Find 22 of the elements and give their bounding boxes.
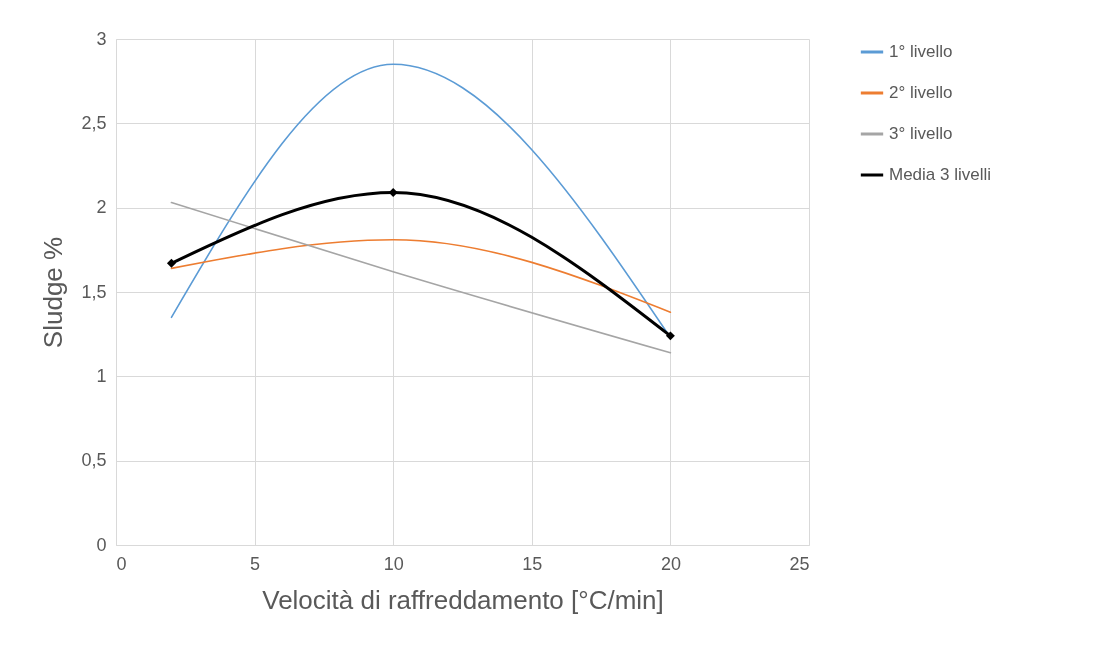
- legend-label: 1° livello: [889, 42, 953, 61]
- y-axis-title: Sludge %: [38, 236, 69, 349]
- legend-label: 3° livello: [889, 124, 953, 143]
- y-tick-label: 0: [96, 534, 107, 555]
- point: [166, 258, 176, 268]
- point: [665, 331, 675, 341]
- x-tick-label: 15: [522, 553, 543, 574]
- x-tick-label: 5: [250, 553, 261, 574]
- y-tick-label: 2,5: [81, 112, 107, 133]
- x-tick-label: 25: [789, 553, 810, 574]
- y-tick-label: 2: [96, 197, 107, 218]
- y-tick-label: 0,5: [81, 450, 107, 471]
- y-tick-label: 3: [96, 28, 107, 49]
- x-tick-label: 10: [383, 553, 404, 574]
- legend-label: 2° livello: [889, 83, 953, 102]
- x-axis-title: Velocità di raffreddamento [°C/min]: [262, 584, 664, 615]
- x-tick-label: 0: [116, 553, 127, 574]
- y-tick-label: 1,5: [81, 281, 107, 302]
- x-tick-label: 20: [660, 553, 681, 574]
- y-tick-label: 1: [96, 365, 107, 386]
- point: [388, 188, 398, 197]
- legend-label: Media 3 livelli: [889, 165, 992, 184]
